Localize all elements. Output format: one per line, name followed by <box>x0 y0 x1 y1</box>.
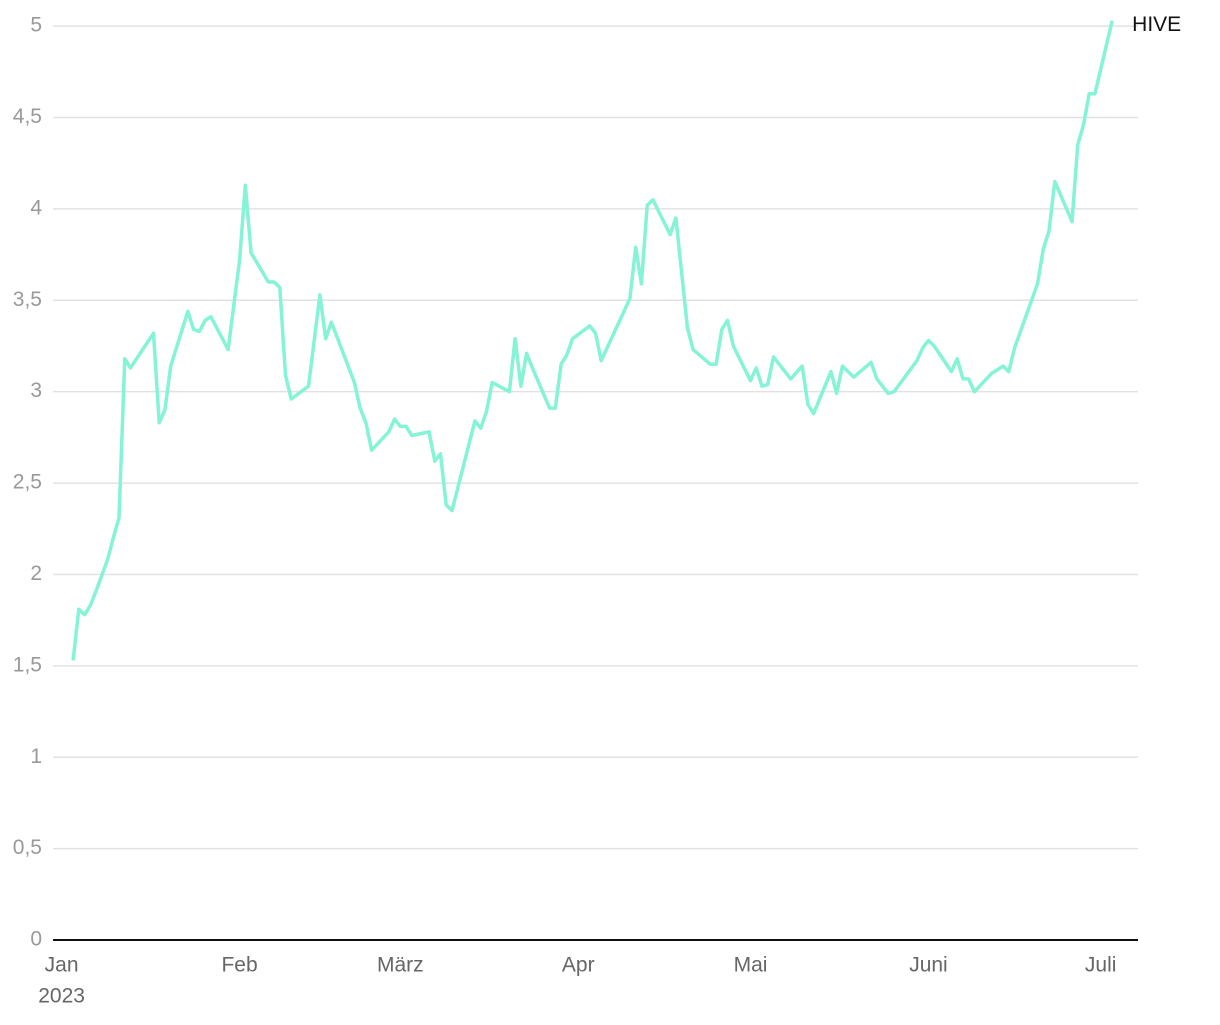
x-tick-label: Feb <box>221 954 257 977</box>
x-tick-label: Juli <box>1085 954 1117 977</box>
x-tick-label: März <box>377 954 424 977</box>
y-tick-label: 2 <box>30 562 42 585</box>
y-tick-label: 5 <box>30 14 42 37</box>
x-tick-label: Juni <box>909 954 948 977</box>
y-tick-label: 0 <box>30 928 42 951</box>
x-year-label: 2023 <box>38 985 85 1008</box>
y-tick-label: 3,5 <box>13 288 42 311</box>
x-tick-label: Jan <box>45 954 79 977</box>
y-tick-label: 3 <box>30 379 42 402</box>
y-tick-label: 1 <box>30 745 42 768</box>
y-tick-label: 2,5 <box>13 471 42 494</box>
x-tick-label: Mai <box>734 954 768 977</box>
x-tick-label: Apr <box>562 954 595 977</box>
y-tick-label: 1,5 <box>13 653 42 676</box>
series-label: HIVE <box>1132 13 1181 36</box>
line <box>71 20 1114 661</box>
y-tick-label: 4 <box>30 196 42 219</box>
y-tick-label: 4,5 <box>13 105 42 128</box>
y-tick-label: 0,5 <box>13 836 42 859</box>
